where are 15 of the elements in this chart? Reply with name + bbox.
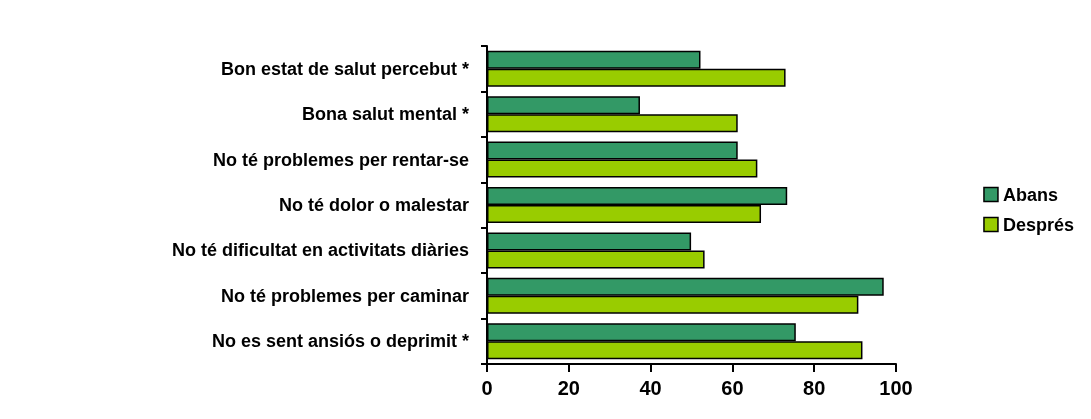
x-tick-label: 40 bbox=[639, 377, 662, 399]
y-tick-label: No es sent ansiós o deprimit * bbox=[211, 331, 469, 352]
x-tick-label: 60 bbox=[721, 377, 744, 399]
y-tick-label: No té dificultat en activitats diàries bbox=[171, 240, 469, 261]
x-tick-label: 100 bbox=[879, 377, 913, 399]
y-tick-label: Bona salut mental * bbox=[301, 104, 469, 125]
y-tick-label: No té problemes per rentar-se bbox=[212, 149, 469, 170]
legend-label: Després bbox=[1002, 214, 1074, 235]
x-tick-label: 20 bbox=[557, 377, 580, 399]
x-tick-label: 0 bbox=[481, 377, 493, 399]
y-tick-label: No té problemes per caminar bbox=[220, 285, 469, 306]
y-tick-label: Bon estat de salut percebut * bbox=[220, 58, 469, 79]
x-tick-label: 80 bbox=[803, 377, 826, 399]
legend-label: Abans bbox=[1002, 184, 1058, 205]
y-tick-label: No té dolor o malestar bbox=[278, 195, 469, 215]
